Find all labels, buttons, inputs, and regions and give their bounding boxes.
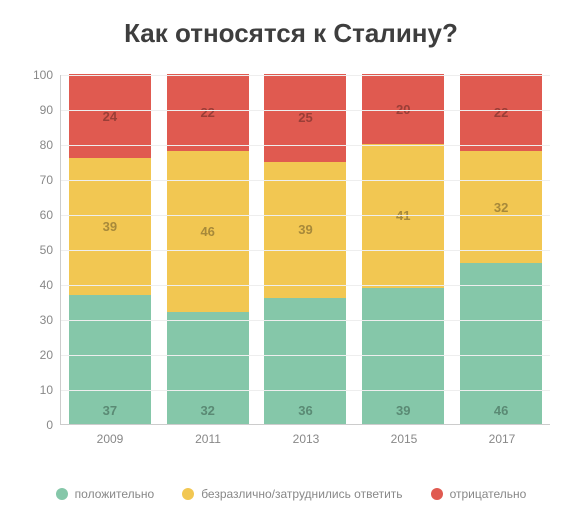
y-axis-tick-label: 100	[33, 68, 61, 82]
x-axis-tick-label: 2011	[195, 424, 221, 446]
bar-group: 394120	[362, 74, 444, 424]
legend-item: положительно	[56, 487, 155, 501]
y-axis-tick-label: 20	[40, 348, 61, 362]
x-axis-tick-label: 2017	[489, 424, 516, 446]
gridline	[61, 355, 550, 356]
legend-label: безразлично/затруднились ответить	[201, 487, 402, 501]
legend-label: отрицательно	[450, 487, 527, 501]
y-axis-tick-label: 40	[40, 278, 61, 292]
gridline	[61, 320, 550, 321]
bar-segment: 39	[264, 162, 346, 299]
x-axis-tick-label: 2009	[97, 424, 124, 446]
gridline	[61, 145, 550, 146]
x-axis-tick-label: 2015	[391, 424, 418, 446]
legend-swatch-icon	[182, 488, 194, 500]
gridline	[61, 250, 550, 251]
gridline	[61, 75, 550, 76]
y-axis-tick-label: 60	[40, 208, 61, 222]
bar-segment: 39	[69, 158, 151, 295]
bar-group: 373924	[69, 74, 151, 424]
legend-swatch-icon	[431, 488, 443, 500]
y-axis-tick-label: 80	[40, 138, 61, 152]
y-axis-tick-label: 70	[40, 173, 61, 187]
legend-swatch-icon	[56, 488, 68, 500]
legend-item: безразлично/затруднились ответить	[182, 487, 402, 501]
x-axis-tick-label: 2013	[293, 424, 320, 446]
gridline	[61, 180, 550, 181]
gridline	[61, 390, 550, 391]
bar-segment: 22	[167, 74, 249, 151]
bar-group: 324622	[167, 74, 249, 424]
legend-label: положительно	[75, 487, 155, 501]
bar-segment: 32	[167, 312, 249, 424]
bar-segment: 25	[264, 74, 346, 162]
bar-group: 463222	[460, 74, 542, 424]
chart-container: Как относятся к Сталину? 373924324622363…	[0, 0, 582, 515]
legend: положительно безразлично/затруднились отв…	[0, 487, 582, 501]
y-axis-tick-label: 90	[40, 103, 61, 117]
bar-segment: 36	[264, 298, 346, 424]
gridline	[61, 215, 550, 216]
chart-plot-area: 373924324622363925394120463222 010203040…	[60, 75, 550, 425]
bar-segment: 46	[460, 263, 542, 424]
bar-segment: 32	[460, 151, 542, 263]
y-axis-tick-label: 30	[40, 313, 61, 327]
bar-segment: 20	[362, 74, 444, 144]
bar-segment: 22	[460, 74, 542, 151]
legend-item: отрицательно	[431, 487, 527, 501]
gridline	[61, 110, 550, 111]
bar-group: 363925	[264, 74, 346, 424]
chart-title: Как относятся к Сталину?	[0, 0, 582, 59]
gridline	[61, 285, 550, 286]
y-axis-tick-label: 50	[40, 243, 61, 257]
bar-segment: 46	[167, 151, 249, 312]
y-axis-tick-label: 10	[40, 383, 61, 397]
y-axis-tick-label: 0	[46, 418, 61, 432]
bar-segment: 37	[69, 295, 151, 425]
